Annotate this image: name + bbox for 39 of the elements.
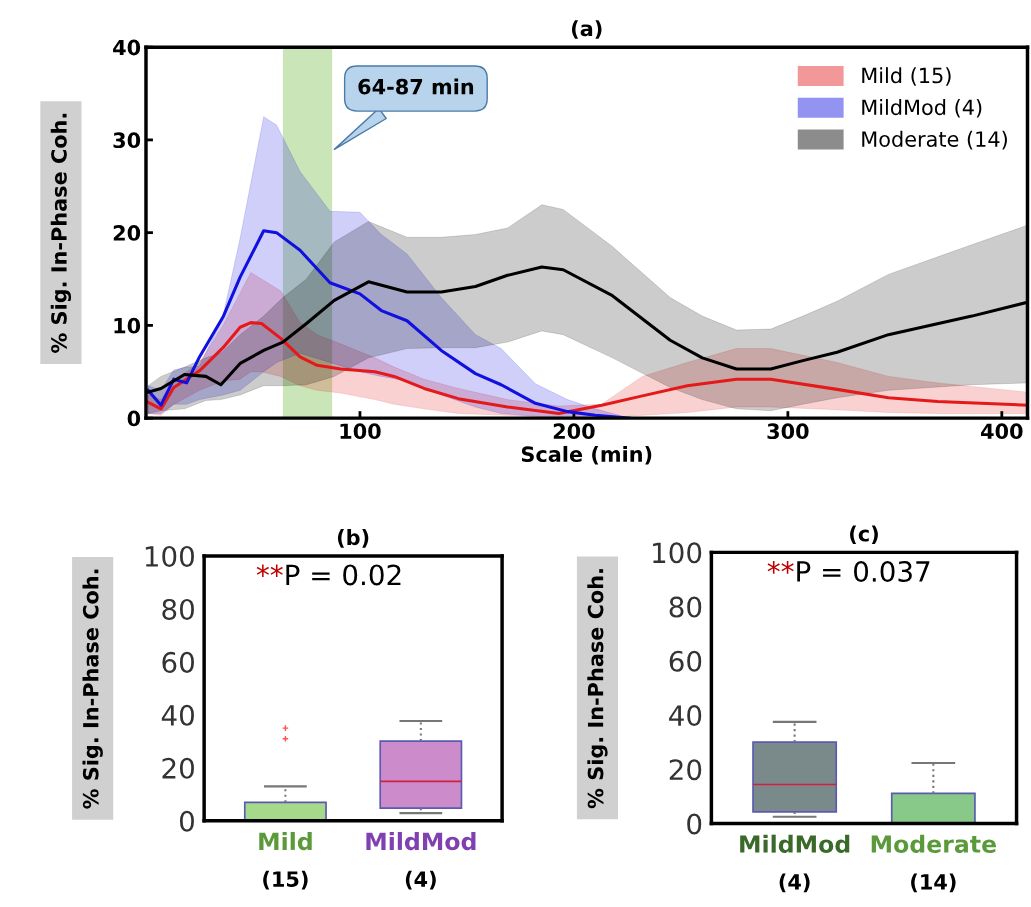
legend-label: MildMod (4) — [862, 99, 982, 118]
legend-label: Mild (15) — [862, 67, 951, 86]
line-series — [146, 321, 1028, 416]
y-tick-label: 0 — [179, 810, 194, 832]
y-tick-label: 100 — [145, 545, 194, 567]
y-tick-label: 0 — [687, 813, 702, 835]
y-tick-label: 20 — [113, 225, 141, 241]
chart-title: (a) — [571, 20, 602, 39]
x-tick-label: 400 — [981, 423, 1023, 440]
y-axis-title: % Sig. In-Phase Coh. — [82, 569, 103, 809]
x-tick-label: MildMod (4) — [366, 831, 476, 890]
band-label: 64-87 min — [358, 78, 474, 95]
y-tick-label: 40 — [161, 704, 194, 726]
annotation: **P = 0.037 — [767, 560, 930, 582]
y-axis-title: % Sig. In-Phase Coh. — [50, 113, 72, 353]
x-tick-label: 300 — [767, 423, 809, 440]
y-tick-label: 0 — [127, 410, 141, 427]
chart-title: (c) — [850, 525, 878, 544]
y-tick-label: 60 — [669, 650, 702, 672]
y-tick-label: 30 — [113, 132, 141, 149]
y-tick-label: 10 — [114, 317, 141, 334]
annotation: **P = 0.02 — [256, 564, 401, 586]
y-tick-label: 80 — [669, 596, 702, 618]
x-tick-label: MildMod (4) — [740, 834, 850, 893]
legend-label: Moderate (14) — [862, 130, 1007, 150]
x-tick-label: 100 — [340, 423, 381, 440]
x-tick-label: Moderate (14) — [871, 834, 996, 893]
x-tick-label: Mild (15) — [259, 831, 312, 890]
y-tick-label: 40 — [669, 705, 702, 727]
y-tick-label: 20 — [162, 757, 194, 779]
y-axis-title: % Sig. In-Phase Coh. — [587, 569, 608, 809]
x-axis-title: Scale (min) — [521, 445, 652, 465]
y-tick-label: 100 — [653, 542, 702, 564]
y-tick-label: 60 — [162, 651, 194, 673]
y-tick-label: 80 — [162, 598, 194, 620]
x-tick-label: 200 — [553, 423, 595, 440]
chart-title: (b) — [337, 529, 369, 548]
y-tick-label: 20 — [669, 759, 702, 781]
y-tick-label: 40 — [113, 39, 141, 56]
